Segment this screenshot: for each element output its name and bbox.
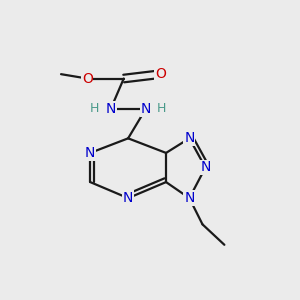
Text: H: H: [90, 102, 99, 115]
Text: N: N: [123, 191, 133, 205]
Text: O: O: [155, 67, 166, 81]
Text: N: N: [184, 191, 195, 205]
Text: N: N: [140, 102, 151, 116]
Text: O: O: [82, 71, 93, 85]
Text: N: N: [85, 146, 95, 160]
Text: N: N: [105, 102, 116, 116]
Text: N: N: [200, 160, 211, 175]
Text: H: H: [157, 102, 166, 115]
Text: N: N: [184, 131, 195, 145]
